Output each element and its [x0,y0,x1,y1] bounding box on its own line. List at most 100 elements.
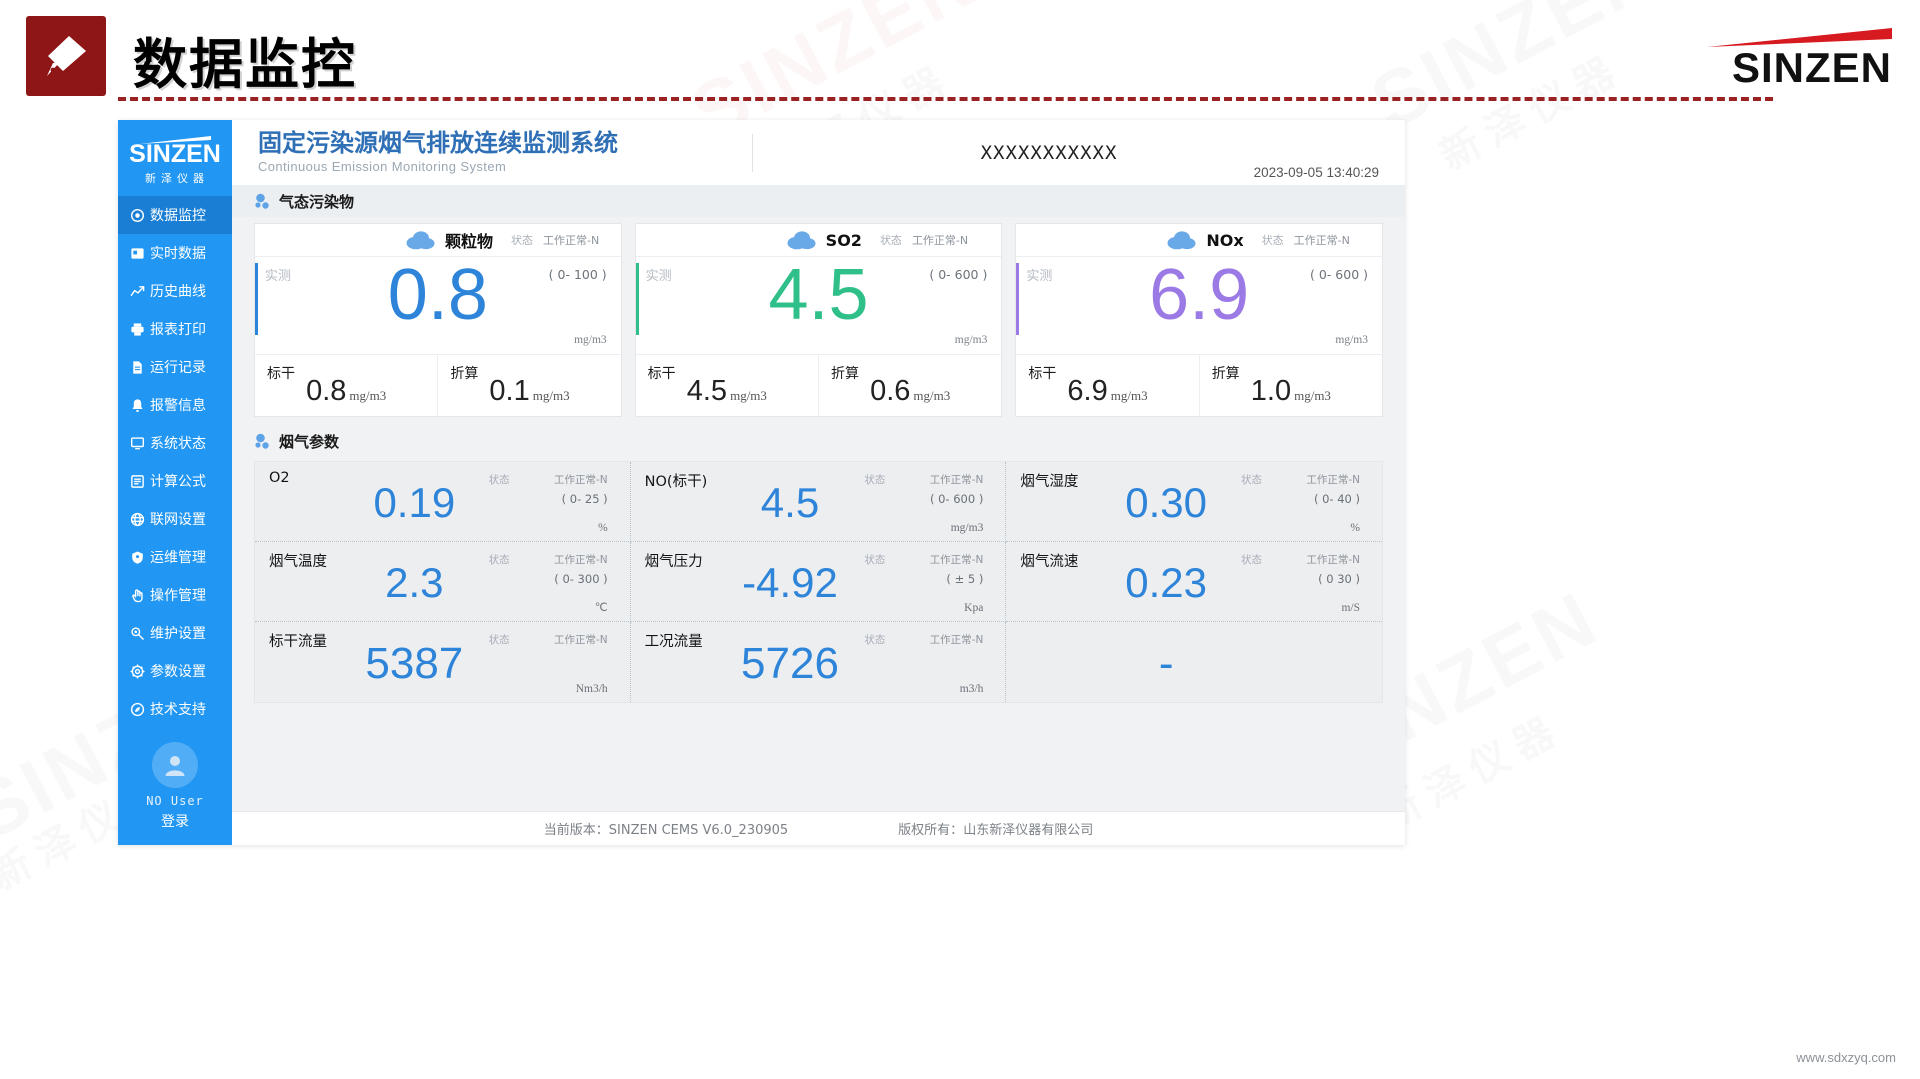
status-label: 状态 [864,554,886,566]
copyright-value: 山东新泽仪器有限公司 [963,823,1094,838]
wrench-icon [129,625,145,641]
sidebar-item-label: 实时数据 [150,246,206,262]
gas-card-1[interactable]: SO2 状态 工作正常-N 实测 4.5 ( 0- 600 ) mg/m3 标干… [634,223,1003,417]
sidebar-item-11[interactable]: 维护设置 [118,614,232,652]
gas-sub-label: 折算 [831,366,860,382]
status-label: 状态 [488,554,510,566]
gas-card-main: 实测 4.5 ( 0- 600 ) mg/m3 [635,257,1002,354]
sidebar-item-0[interactable]: 数据监控 [118,196,232,234]
system-title: 固定污染源烟气排放连续监测系统 [258,129,618,158]
sidebar-menu: 数据监控实时数据历史曲线报表打印运行记录 报警信息 系统状态 计算公式 联网设置 运维管理… [118,196,232,738]
flue-value: - [1158,639,1174,688]
sidebar-item-label: 数据监控 [150,208,206,224]
sidebar-item-label: 参数设置 [150,664,206,680]
status-badge: 工作正常-N [554,554,608,566]
flue-cell-0[interactable]: O2 状态 工作正常-N ( 0- 25 ) 0.19 % [255,462,631,542]
gas-sub-unit: mg/m3 [349,388,387,403]
flue-params-wrap: O2 状态 工作正常-N ( 0- 25 ) 0.19 % NO(标干) 状态 … [232,457,1405,703]
sidebar-item-6[interactable]: 系统状态 [118,424,232,462]
flue-cell-1[interactable]: NO(标干) 状态 工作正常-N ( 0- 600 ) 4.5 mg/m3 [630,462,1007,542]
station-code: XXXXXXXXXXX [980,141,1118,164]
gas-card-sub-row: 标干 6.9 mg/m3 折算 1.0 mg/m3 [1016,354,1383,416]
bubbles-icon [254,192,272,210]
flue-value: 4.5 [760,479,820,526]
sidebar-item-5[interactable]: 报警信息 [118,386,232,424]
accent-bar [635,263,639,335]
flue-cell-4[interactable]: 烟气压力 状态 工作正常-N ( ± 5 ) -4.92 Kpa [630,542,1007,622]
gas-card-0[interactable]: 颗粒物 状态 工作正常-N 实测 0.8 ( 0- 100 ) mg/m3 标干… [254,223,622,417]
flue-cell-8[interactable]: - [1006,622,1382,702]
page-header: 数据监控 SINZEN [0,0,1920,113]
sidebar-item-4[interactable]: 运行记录 [118,348,232,386]
sidebar-item-13[interactable]: 技术支持 [118,690,232,728]
gas-card-header: SO2 状态 工作正常-N [635,224,1002,257]
status-label: 状态 [864,634,886,646]
desktop-icon [129,435,145,451]
flue-cell-5[interactable]: 烟气流速 状态 工作正常-N ( 0 30 ) 0.23 m/S [1006,542,1382,622]
status-badge: 工作正常-N [1306,474,1360,486]
flue-cell-6[interactable]: 标干流量 状态 工作正常-N 5387 Nm3/h [255,622,631,702]
flue-name: 烟气流速 [1020,554,1079,570]
flue-cell-7[interactable]: 工况流量 状态 工作正常-N 5726 m3/h [630,622,1007,702]
flue-value: 5726 [741,639,839,688]
user-avatar-icon[interactable] [152,742,198,788]
sidebar-item-10[interactable]: 操作管理 [118,576,232,614]
status-badge: 工作正常-N [929,634,984,646]
sidebar-item-9[interactable]: 运维管理 [118,538,232,576]
flue-value: -4.92 [742,559,838,606]
gas-sub-unit: mg/m3 [532,388,570,403]
accent-bar [255,263,258,335]
status-label: 状态 [488,634,510,646]
sidebar: SINZEN 新泽仪器 数据监控 实时数据 历史曲线 报表打印 运行记录 报警信息 系统状态… [118,120,232,845]
sidebar-item-8[interactable]: 联网设置 [118,500,232,538]
flue-name: 标干流量 [269,634,327,650]
flue-cell-3[interactable]: 烟气温度 状态 工作正常-N ( 0- 300 ) 2.3 ℃ [255,542,631,622]
sidebar-item-label: 历史曲线 [150,284,206,300]
gas-value: 0.8 [387,255,488,335]
sidebar-logo-subtext: 新泽仪器 [145,172,209,185]
flue-range: ( 0 30 ) [1318,572,1360,586]
flue-unit: Kpa [964,602,984,614]
sidebar-item-1[interactable]: 实时数据 [118,234,232,272]
sidebar-item-7[interactable]: 计算公式 [118,462,232,500]
realtime-data-icon [129,245,145,261]
gas-sub-value: 4.5 [686,375,728,407]
status-label: 状态 [879,234,902,247]
dashboard-scroll-area: 气态污染物 颗粒物 状态 工作正常-N 实测 0.8 ( 0- 100 ) mg… [232,185,1405,811]
support-icon [129,701,145,717]
sidebar-item-12[interactable]: 参数设置 [118,652,232,690]
page-title: 数据监控 [133,33,357,96]
gas-unit: mg/m3 [574,334,607,346]
copyright-label: 版权所有： [898,823,964,838]
monitor-eye-icon [129,207,145,223]
flue-value: 0.19 [373,479,456,526]
gas-card-2[interactable]: NOx 状态 工作正常-N 实测 6.9 ( 0- 600 ) mg/m3 标干… [1015,223,1384,417]
section-header-flue: 烟气参数 [232,425,1405,457]
sidebar-user-block[interactable]: NO User 登录 [118,738,232,845]
sidebar-item-2[interactable]: 历史曲线 [118,272,232,310]
flue-range: ( 0- 300 ) [554,572,608,586]
flue-name: 烟气压力 [644,554,703,570]
flue-unit: mg/m3 [950,522,984,534]
gas-sub-value: 0.6 [870,375,911,407]
sidebar-item-label: 技术支持 [150,702,206,718]
flue-cell-2[interactable]: 烟气湿度 状态 工作正常-N ( 0- 40 ) 0.30 % [1006,462,1382,542]
login-link[interactable]: 登录 [161,814,189,830]
gas-sub-value-wrap: 6.9 mg/m3 [1016,375,1198,408]
site-url: www.sdxzyq.com [1796,1050,1896,1065]
alarm-bell-icon [129,397,145,413]
flue-name: 烟气湿度 [1020,474,1079,490]
bubbles-icon [254,432,272,450]
pen-logo-icon [26,16,106,96]
status-badge: 工作正常-N [1306,554,1360,566]
flue-value: 5387 [365,639,464,688]
gas-card-header: NOx 状态 工作正常-N [1016,224,1383,257]
sidebar-item-label: 报表打印 [150,322,206,338]
measured-label: 实测 [645,269,672,284]
sidebar-item-3[interactable]: 报表打印 [118,310,232,348]
gas-sub-metric-1: 折算 0.6 mg/m3 [818,355,1001,416]
sinzen-brand-logo: SINZEN [1692,22,1892,92]
user-name: NO User [146,794,204,808]
flue-unit: Nm3/h [575,683,608,695]
status-badge: 工作正常-N [1293,234,1350,247]
